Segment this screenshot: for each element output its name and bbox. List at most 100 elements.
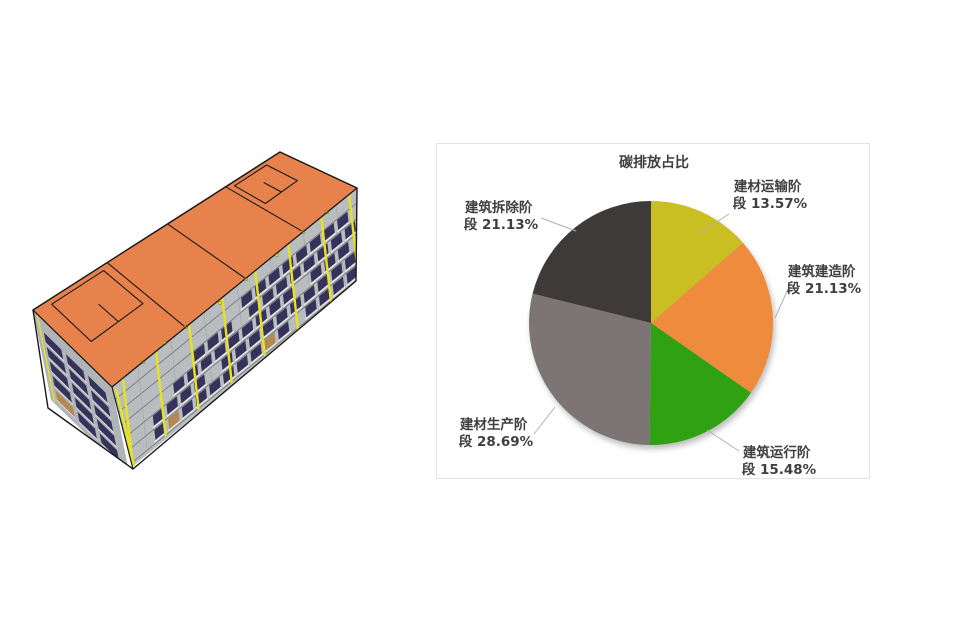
window [303,254,315,273]
roof-seam [167,223,246,279]
window [303,284,316,304]
window-sill [337,220,350,233]
window [154,421,166,440]
floor-line [117,230,362,429]
pie-slice-建材运输阶段 [651,200,743,323]
side-window [65,354,86,381]
building-front-facade [112,188,367,471]
side-window-sill [50,370,71,391]
window-sill [248,338,262,351]
window-sill [332,286,346,298]
side-window [52,375,72,403]
window-sill [310,273,324,286]
window-sill [323,232,337,244]
leader-line-production [533,406,556,435]
building-side-facade [33,310,130,469]
side-window [88,375,108,403]
building-edges [32,187,358,470]
rooftop-feature-left-notch [98,303,119,323]
window-sill [186,373,200,386]
side-window-sill [95,414,115,434]
window [276,307,288,326]
window-sill [193,352,207,365]
window [248,329,261,348]
window-sill [181,408,195,421]
window [241,289,253,308]
side-accent-strip [36,314,56,403]
window-sill [214,351,228,364]
window [193,343,206,362]
window [318,287,331,307]
window-sill [235,349,248,362]
chart-title: 碳排放占比 [619,154,689,171]
roof-dot [217,300,223,306]
window [262,287,274,307]
window-sill [152,416,166,429]
leader-line-demolition [540,217,577,232]
pie-slice-建筑运行阶段 [649,323,751,446]
side-window-sill [75,406,96,427]
window-sill [331,271,344,284]
side-window-sill [92,399,112,420]
floor-line [122,272,367,471]
side-window [90,390,111,417]
window [209,377,221,396]
leader-lines [533,213,789,452]
window [269,297,281,316]
floor-line [120,258,365,457]
leader-line-operation [706,429,740,452]
slice-label-operation: 建筑运行阶 段 15.48% [742,444,817,478]
leader-line-construction [774,288,789,319]
side-window [55,390,75,417]
window-sill [209,386,223,399]
window-sill [180,394,194,407]
window [277,321,290,340]
window-sill [276,316,290,329]
window [248,298,260,318]
side-window-sill [45,342,65,362]
side-window [71,382,92,410]
window [305,299,317,318]
facade-accent-strip [155,351,167,438]
door [264,332,276,353]
window-sill [168,419,181,432]
building-model-render [32,151,367,471]
rooftop-feature-right-notch [263,182,282,193]
slice-label-transport: 建材运输阶 段 13.57% [733,178,808,212]
window-sill [268,276,282,289]
window [228,330,240,350]
facade-accent-strip [320,217,333,303]
window [330,232,343,251]
window-sill [262,327,276,340]
roof-seam [225,186,304,233]
window-sill [317,283,331,295]
slice-labels: 建材运输阶 段 13.57% 建筑建造阶 段 21.13% 建筑运行阶 段 15… [459,178,862,478]
rooftop-feature-right [233,164,298,205]
window-sill [330,241,344,254]
side-window [49,361,69,389]
window-sill [303,263,317,276]
facade-accent-strip [254,271,266,357]
pie-chart-panel: 碳排放占比 建材运输阶 段 13.57% 建筑建造阶 段 21.13% [436,143,870,479]
side-window-sill [67,363,87,384]
window [180,385,192,404]
side-window-sill [98,428,118,449]
window-sill [305,308,319,321]
pie-slices [529,200,773,446]
window-sill [275,285,289,298]
side-window [74,397,94,425]
pie-slice-建筑拆除阶段 [532,201,651,323]
rooftop-feature-left [51,270,144,343]
window [282,286,295,305]
side-window-sill [78,421,98,441]
window-sill [277,330,291,343]
window [344,251,357,270]
window-sill [337,251,351,263]
window [262,318,274,337]
window [310,264,322,283]
window-sill [295,254,309,267]
window-sill [262,297,276,309]
slice-label-construction: 建筑建造阶 段 21.13% [787,263,862,297]
side-window-sill [53,385,73,405]
window [173,375,185,394]
